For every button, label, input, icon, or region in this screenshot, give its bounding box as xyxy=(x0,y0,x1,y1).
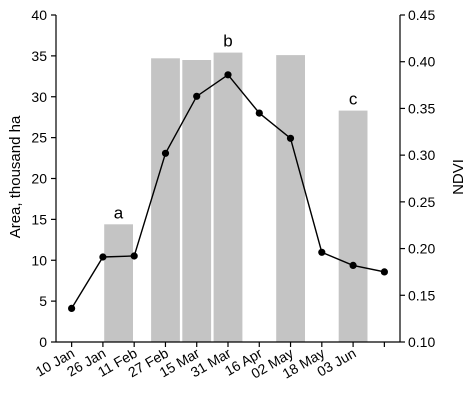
right-tick-label: 0.15 xyxy=(408,287,435,303)
left-tick-label: 10 xyxy=(31,252,47,268)
right-tick-label: 0.25 xyxy=(408,194,435,210)
ndvi-point xyxy=(193,92,201,100)
area-bar xyxy=(338,110,368,342)
ndvi-point xyxy=(318,248,326,256)
ndvi-point xyxy=(161,149,170,157)
left-tick-label: 35 xyxy=(31,48,47,64)
bar-annotation: b xyxy=(223,32,232,51)
area-bar xyxy=(104,224,133,342)
ndvi-point xyxy=(286,134,295,142)
bars-layer xyxy=(104,52,368,343)
left-tick-label: 20 xyxy=(31,171,47,187)
area-bar xyxy=(213,52,243,342)
right-tick-label: 0.45 xyxy=(408,7,435,23)
right-axis-title: NDVI xyxy=(450,159,467,195)
left-tick-label: 0 xyxy=(39,334,47,350)
right-tick-label: 0.40 xyxy=(408,54,435,70)
ndvi-point xyxy=(255,109,263,117)
ndvi-point xyxy=(130,252,138,260)
right-tick-label: 0.20 xyxy=(408,241,435,257)
left-axis-title: Area, thousand ha xyxy=(7,115,24,238)
ndvi-point xyxy=(224,71,232,79)
ndvi-point xyxy=(349,261,357,269)
ndvi-point xyxy=(380,268,388,276)
bar-annotation: c xyxy=(349,90,358,109)
left-tick-label: 30 xyxy=(31,89,47,105)
ndvi-point xyxy=(99,253,107,261)
area-bar xyxy=(182,60,212,342)
area-bar xyxy=(276,55,305,342)
right-tick-label: 0.35 xyxy=(408,100,435,116)
left-tick-label: 40 xyxy=(31,7,47,23)
left-tick-label: 25 xyxy=(31,130,47,146)
axes-layer xyxy=(51,14,405,347)
area-bar xyxy=(151,58,180,343)
left-tick-label: 5 xyxy=(39,293,47,309)
left-tick-label: 15 xyxy=(31,211,47,227)
ndvi-point xyxy=(68,304,76,312)
right-tick-label: 0.30 xyxy=(408,147,435,163)
bar-annotation: a xyxy=(114,203,124,222)
right-tick-label: 0.10 xyxy=(408,334,435,350)
ndvi-line-layer xyxy=(68,71,388,312)
